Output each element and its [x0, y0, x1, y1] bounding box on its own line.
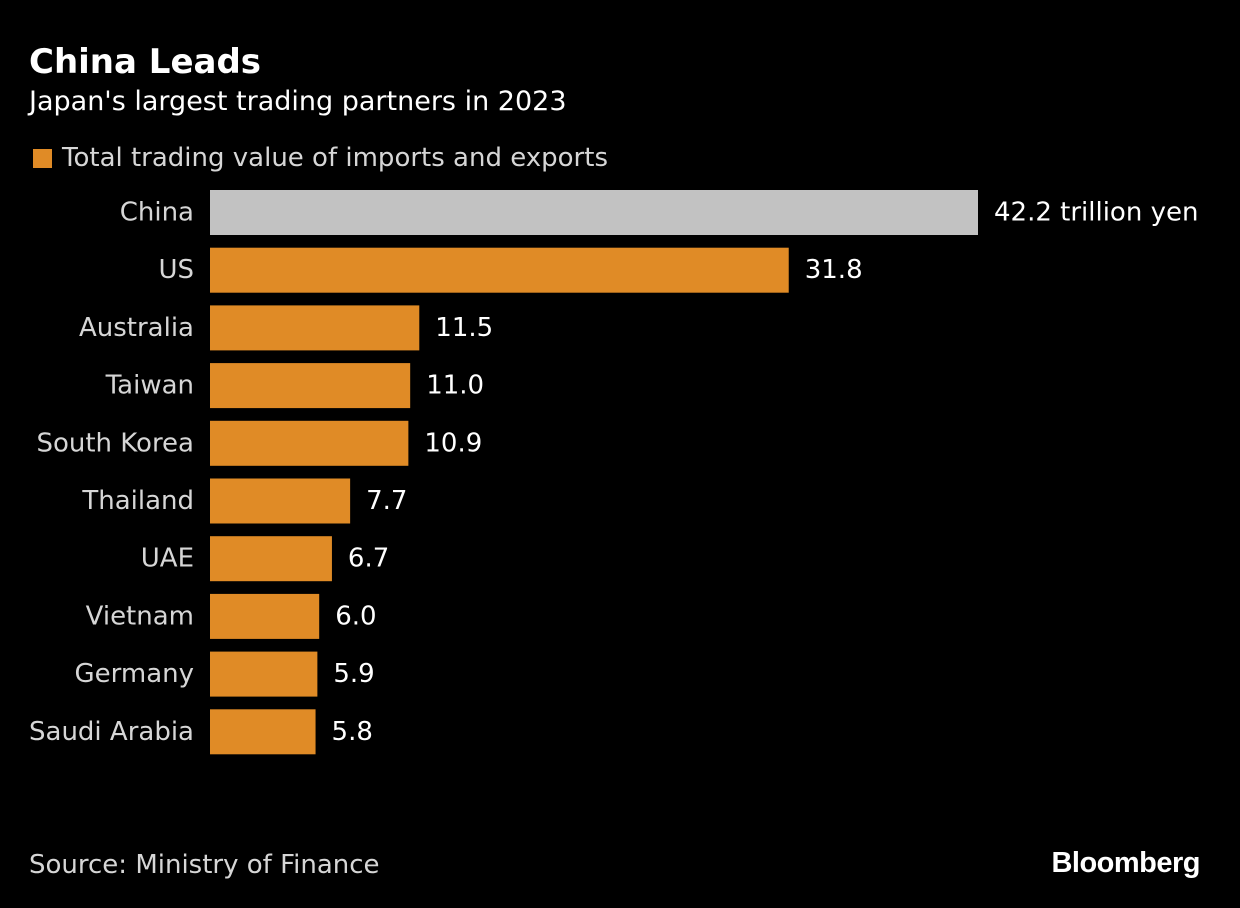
chart-title: China Leads [29, 42, 262, 82]
value-label: 6.0 [335, 601, 376, 631]
value-label: 11.5 [435, 313, 493, 343]
legend-label: Total trading value of imports and expor… [62, 143, 608, 173]
category-label: China [120, 198, 194, 228]
bar [210, 420, 409, 466]
legend: Total trading value of imports and expor… [33, 141, 608, 175]
bar [210, 478, 351, 524]
category-label: UAE [141, 544, 194, 574]
bar [210, 305, 420, 351]
bar [210, 247, 789, 293]
bar [210, 190, 978, 235]
value-label: 42.2 trillion yen [994, 198, 1198, 228]
bar [210, 363, 411, 409]
value-label: 10.9 [424, 428, 482, 458]
value-label: 6.7 [348, 544, 389, 574]
value-label: 5.8 [332, 717, 373, 747]
category-label: Vietnam [86, 601, 194, 631]
value-label: 11.0 [426, 371, 484, 401]
bar [210, 709, 316, 755]
category-label: Thailand [81, 486, 194, 516]
chart-subtitle: Japan's largest trading partners in 2023 [29, 86, 567, 117]
bar [210, 593, 320, 639]
category-label: South Korea [36, 428, 194, 458]
category-label: Taiwan [105, 371, 194, 401]
source-note: Source: Ministry of Finance [29, 850, 380, 880]
bar [210, 651, 318, 697]
category-label: US [158, 255, 194, 285]
bloomberg-logo: Bloomberg [1051, 847, 1200, 879]
category-label: Australia [79, 313, 194, 343]
category-label: Germany [74, 659, 194, 689]
value-label: 5.9 [333, 659, 374, 689]
category-label: Saudi Arabia [29, 717, 194, 747]
value-label: 7.7 [366, 486, 407, 516]
value-label: 31.8 [805, 255, 863, 285]
legend-swatch [33, 148, 52, 168]
bar [210, 536, 332, 582]
